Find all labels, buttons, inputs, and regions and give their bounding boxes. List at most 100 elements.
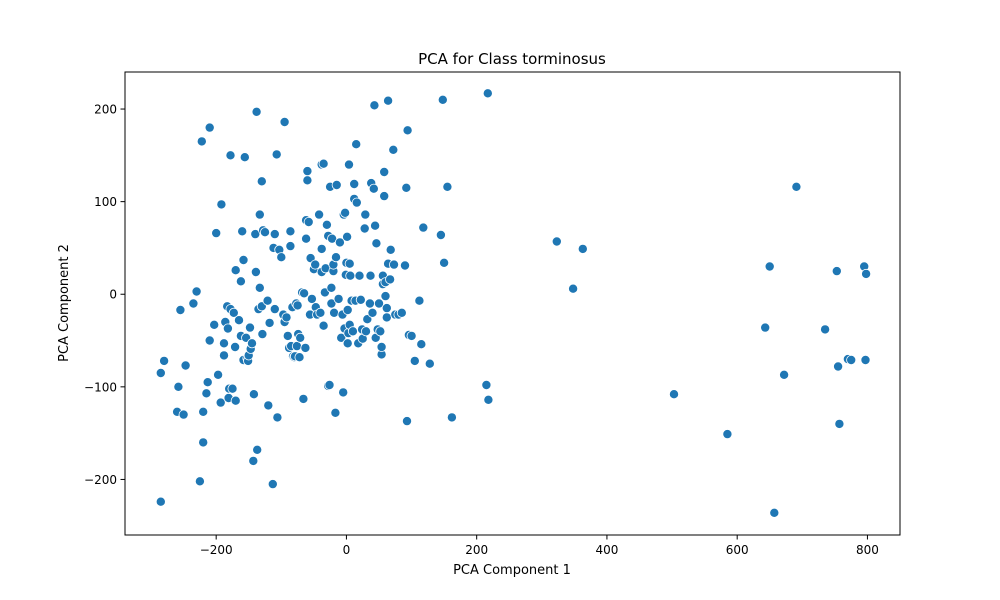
data-point — [568, 283, 579, 294]
y-tick-label: 100 — [94, 195, 117, 209]
data-point — [254, 282, 265, 293]
data-point — [354, 270, 365, 281]
data-point — [326, 282, 337, 293]
data-point — [228, 307, 239, 318]
data-point — [204, 122, 215, 133]
data-point — [194, 476, 205, 487]
data-point — [230, 341, 241, 352]
data-point — [155, 496, 166, 507]
points-layer — [155, 88, 872, 518]
data-point — [355, 294, 366, 305]
data-point — [376, 341, 387, 352]
data-point — [276, 252, 287, 263]
data-point — [196, 136, 207, 147]
data-point — [216, 199, 227, 210]
data-point — [235, 276, 246, 287]
data-point — [861, 268, 872, 279]
y-tick-label: 200 — [94, 103, 117, 117]
data-point — [239, 152, 250, 163]
data-point — [230, 395, 241, 406]
data-point — [340, 207, 351, 218]
data-point — [345, 270, 356, 281]
data-point — [202, 377, 213, 388]
data-point — [481, 379, 492, 390]
data-point — [331, 179, 342, 190]
data-point — [338, 387, 349, 398]
data-point — [269, 304, 280, 315]
data-point — [379, 191, 390, 202]
data-point — [385, 244, 396, 255]
data-point — [256, 176, 267, 187]
data-point — [237, 226, 248, 237]
data-point — [209, 319, 220, 330]
data-point — [254, 209, 265, 220]
data-point — [334, 237, 345, 248]
data-point — [791, 181, 802, 192]
x-tick-label: 200 — [465, 543, 488, 557]
data-point — [442, 181, 453, 192]
data-point — [342, 304, 353, 315]
chart-title: PCA for Class torminosus — [418, 50, 606, 68]
data-point — [364, 298, 375, 309]
data-point — [285, 241, 296, 252]
data-point — [722, 429, 733, 440]
data-point — [252, 444, 263, 455]
data-point — [577, 243, 588, 254]
data-point — [820, 324, 831, 335]
data-point — [315, 307, 326, 318]
data-point — [291, 341, 302, 352]
data-point — [301, 233, 312, 244]
data-point — [342, 338, 353, 349]
data-point — [213, 369, 224, 380]
data-point — [406, 330, 417, 341]
data-point — [198, 406, 209, 417]
data-point — [414, 295, 425, 306]
data-point — [225, 150, 236, 161]
data-point — [388, 144, 399, 155]
data-point — [483, 394, 494, 405]
y-axis-label: PCA Component 2 — [57, 244, 72, 362]
data-point — [215, 397, 226, 408]
x-tick-label: 400 — [595, 543, 618, 557]
data-point — [330, 252, 341, 263]
data-point — [446, 412, 457, 423]
data-point — [180, 360, 191, 371]
data-point — [285, 226, 296, 237]
data-point — [435, 229, 446, 240]
x-axis: −200 0 200 400 600 800 — [200, 535, 879, 557]
data-point — [248, 389, 259, 400]
x-axis-label: PCA Component 1 — [453, 563, 571, 578]
data-point — [295, 332, 306, 343]
data-point — [318, 320, 329, 331]
data-point — [306, 293, 317, 304]
data-point — [329, 307, 340, 318]
data-point — [318, 158, 329, 169]
data-point — [360, 326, 371, 337]
data-point — [369, 100, 380, 111]
data-point — [211, 228, 222, 239]
data-point — [416, 339, 427, 350]
data-point — [263, 400, 274, 411]
data-point — [178, 409, 189, 420]
x-tick-label: 0 — [343, 543, 351, 557]
data-point — [330, 407, 341, 418]
data-point — [303, 216, 314, 227]
data-point — [846, 354, 857, 365]
data-point — [379, 166, 390, 177]
plot-frame — [124, 71, 901, 536]
x-tick-label: −200 — [200, 543, 233, 557]
data-point — [302, 175, 313, 186]
data-point — [316, 243, 327, 254]
data-point — [381, 303, 392, 314]
data-point — [439, 257, 450, 268]
data-point — [360, 209, 371, 220]
data-point — [409, 355, 420, 366]
data-point — [173, 381, 184, 392]
data-point — [831, 266, 842, 277]
data-point — [365, 270, 376, 281]
data-point — [175, 304, 186, 315]
data-point — [267, 479, 278, 490]
data-point — [860, 354, 871, 365]
